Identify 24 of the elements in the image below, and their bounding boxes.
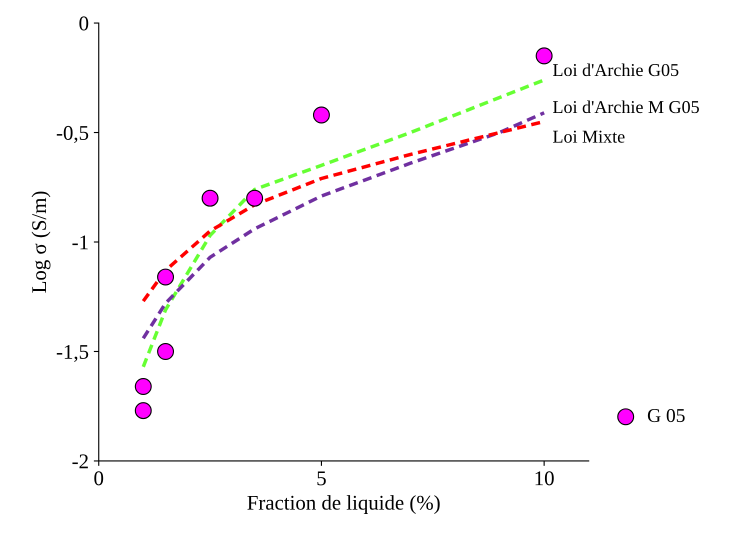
- x-axis-title: Fraction de liquide (%): [247, 495, 440, 514]
- point: [312, 106, 330, 124]
- line-series: [142, 111, 546, 340]
- series-label: Loi d'Archie G05: [552, 63, 678, 76]
- x-tick-label: 0: [94, 471, 104, 486]
- point: [536, 47, 553, 64]
- line-series: [142, 78, 546, 369]
- point: [134, 378, 152, 395]
- x-tick-label: 5: [317, 471, 326, 486]
- legend-label: G 05: [648, 408, 685, 422]
- point: [246, 190, 264, 207]
- series-label: Loi Mixte: [552, 130, 625, 143]
- series-label: Loi d'Archie M G05: [552, 100, 699, 114]
- y-tick-label: -2: [72, 454, 88, 468]
- point: [157, 343, 174, 360]
- y-tick-label: 0: [79, 16, 88, 30]
- point: [202, 190, 219, 207]
- y-axis-title: Log σ (S/m): [32, 192, 50, 293]
- x-tick-label: 10: [536, 471, 554, 486]
- y-tick-label: -1: [72, 235, 88, 250]
- point: [157, 268, 174, 286]
- y-tick-label: -0,5: [56, 126, 88, 143]
- point: [134, 402, 152, 420]
- y-tick-label: -1,5: [56, 344, 88, 362]
